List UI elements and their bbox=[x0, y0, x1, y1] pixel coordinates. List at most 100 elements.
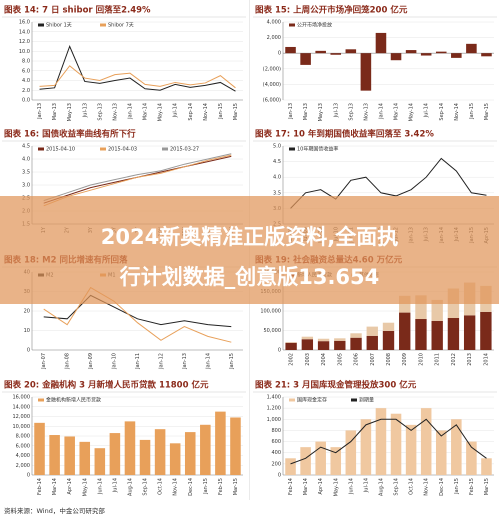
x-tick-label: Jan-15 bbox=[229, 353, 235, 370]
bar bbox=[435, 51, 447, 54]
x-tick-label: Jul-14 bbox=[363, 478, 369, 493]
bar bbox=[285, 342, 297, 343]
x-tick-label: Jan-10 bbox=[112, 353, 118, 370]
bar bbox=[200, 424, 211, 475]
bar bbox=[109, 433, 121, 475]
y-tick-label: 4.5 bbox=[273, 159, 281, 165]
bar bbox=[481, 53, 492, 57]
legend-label: 10年期国债收益率 bbox=[297, 146, 338, 153]
banner-line: 行计划数据_创意版13.654 bbox=[119, 265, 380, 289]
y-tick-label: 6.0 bbox=[22, 68, 30, 74]
x-tick-label: Nov-14 bbox=[173, 478, 179, 496]
y-tick-label: 8,000 bbox=[16, 434, 30, 440]
bar bbox=[124, 421, 136, 475]
y-tick-label: 4.5 bbox=[22, 144, 30, 150]
x-tick-label: Sep-13 bbox=[348, 103, 354, 121]
bar bbox=[390, 53, 402, 61]
bar bbox=[390, 413, 402, 475]
x-tick-label: Oct-14 bbox=[158, 478, 164, 495]
x-tick-label: Jan-15 bbox=[218, 103, 224, 120]
bar bbox=[431, 320, 443, 350]
bar bbox=[480, 311, 492, 350]
y-tick-label: (2,000) bbox=[263, 66, 281, 72]
legend-swatch bbox=[38, 23, 44, 27]
bar bbox=[94, 448, 106, 475]
bar bbox=[64, 436, 75, 475]
line bbox=[43, 153, 232, 202]
x-tick-label: Aug-14 bbox=[378, 478, 384, 496]
bar bbox=[447, 318, 460, 350]
line bbox=[43, 154, 232, 207]
y-tick-label: 2.0 bbox=[22, 88, 30, 94]
y-tick-label: 1,200 bbox=[267, 406, 281, 412]
x-tick-label: 2007 bbox=[370, 353, 376, 366]
x-tick-label: Feb-14 bbox=[288, 478, 294, 495]
bar bbox=[317, 341, 330, 350]
x-tick-label: May-14 bbox=[333, 478, 339, 496]
x-tick-label: Jun-14 bbox=[97, 478, 103, 495]
x-tick-label: Nov-14 bbox=[203, 103, 209, 121]
y-tick-label: 5.0 bbox=[273, 144, 281, 150]
bar bbox=[366, 335, 378, 350]
bar bbox=[79, 441, 91, 475]
x-tick-label: 2008 bbox=[386, 353, 392, 366]
x-tick-label: 2006 bbox=[354, 353, 360, 366]
line bbox=[43, 294, 232, 328]
y-tick-label: 4.0 bbox=[22, 78, 30, 84]
bar bbox=[375, 408, 387, 475]
bar bbox=[330, 53, 342, 55]
x-tick-label: Mar-14 bbox=[394, 103, 400, 120]
y-tick-label: 3.5 bbox=[22, 170, 30, 176]
x-tick-label: Jan-13 bbox=[288, 103, 294, 120]
x-tick-label: Sep-14 bbox=[188, 103, 194, 121]
x-tick-label: 2005 bbox=[337, 353, 343, 366]
legend-label: 2015-04-10 bbox=[46, 147, 75, 153]
bar bbox=[405, 424, 417, 475]
x-tick-label: Jul-13 bbox=[333, 103, 339, 118]
bar bbox=[300, 53, 311, 65]
bar bbox=[49, 435, 60, 475]
banner bbox=[0, 196, 499, 304]
y-tick-label: 16.0 bbox=[19, 20, 30, 26]
legend-label: 2015-04-03 bbox=[108, 147, 137, 153]
x-tick-label: Sep-13 bbox=[97, 103, 103, 121]
x-tick-label: Jul-13 bbox=[82, 103, 88, 118]
x-tick-label: May-14 bbox=[158, 103, 164, 121]
y-tick-label: 100,000 bbox=[260, 309, 281, 315]
y-tick-label: 2,000 bbox=[267, 35, 281, 41]
bar bbox=[405, 50, 417, 54]
bar bbox=[315, 441, 326, 475]
banner-line: 2024新奥精准正版资料,全面执 bbox=[101, 225, 398, 249]
y-tick-label: 0 bbox=[278, 51, 281, 57]
bar bbox=[285, 458, 296, 475]
x-tick-label: 2003 bbox=[305, 353, 311, 366]
bar bbox=[285, 46, 296, 54]
chart-title: 图表 21: 3 月国库现金管理投放300 亿元 bbox=[255, 380, 417, 391]
x-tick-label: Jul-14 bbox=[173, 103, 179, 118]
x-tick-label: Mar-15 bbox=[484, 478, 490, 495]
x-tick-label: Aug-14 bbox=[127, 478, 133, 496]
source: 资料来源：Wind，中金公司研究部 bbox=[4, 506, 105, 515]
legend-swatch bbox=[38, 147, 44, 151]
bar bbox=[415, 295, 427, 320]
legend-label: Shibor 7天 bbox=[108, 23, 134, 29]
x-tick-label: Mar-14 bbox=[143, 103, 149, 120]
y-tick-label: 3.0 bbox=[22, 183, 30, 189]
bar bbox=[360, 419, 372, 475]
x-tick-label: Dec-14 bbox=[439, 478, 445, 496]
bar bbox=[345, 49, 357, 54]
x-tick-label: Jan-12 bbox=[158, 353, 164, 370]
line bbox=[39, 45, 236, 92]
bar bbox=[360, 53, 372, 91]
x-tick-label: Sep-14 bbox=[394, 478, 400, 496]
x-tick-label: Jul-14 bbox=[424, 103, 430, 118]
legend-swatch bbox=[289, 147, 295, 151]
legend-swatch bbox=[289, 398, 295, 402]
x-tick-label: Sep-14 bbox=[439, 103, 445, 121]
y-tick-label: 0 bbox=[278, 348, 281, 354]
bar bbox=[399, 312, 411, 350]
bar bbox=[350, 333, 362, 338]
legend-swatch bbox=[289, 23, 295, 27]
bar bbox=[139, 439, 151, 475]
bar bbox=[215, 411, 226, 475]
